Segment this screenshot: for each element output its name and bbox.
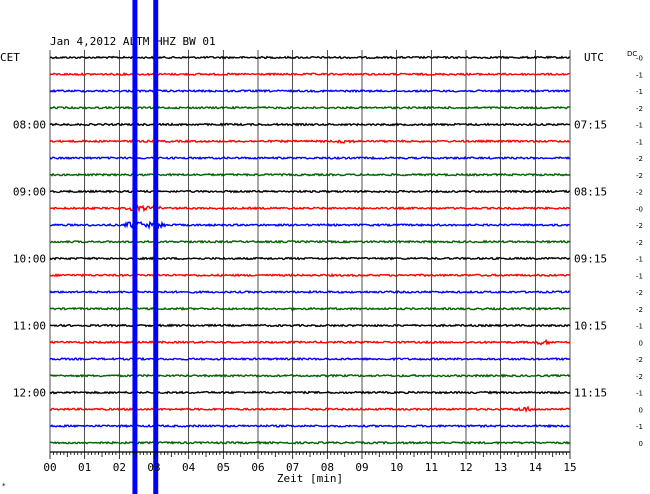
left-axis-label: CET [0,51,20,64]
seismic-trace [49,256,571,261]
x-tick-label: 11 [425,461,438,474]
x-tick-label: 05 [217,461,230,474]
x-axis-label: Zeit [min] [277,472,343,485]
x-tick-label: 10 [390,461,403,474]
dc-offset-label: -2 [636,289,643,297]
dc-offset-label: -2 [636,306,643,314]
dc-offset-label: 0 [639,339,643,347]
dc-offset-label: -2 [636,189,643,197]
seismic-trace [49,373,571,379]
seismic-trace [49,306,571,311]
dc-offset-label: -0 [636,205,643,213]
dc-offset-label: -2 [636,105,643,113]
right-time-label: 10:15 [574,320,607,333]
seismic-trace [49,338,571,346]
seismic-trace [49,55,571,60]
seismic-trace [49,356,571,362]
dc-offset-label: -1 [636,390,643,398]
seismic-trace [50,219,571,231]
dc-offset-label: -1 [636,138,643,146]
seismic-trace [49,202,571,213]
x-tick-label: 01 [78,461,91,474]
dc-offset-label: -0 [636,55,643,63]
dc-offset-label: -2 [636,155,643,163]
grid-lines [49,50,571,452]
x-tick-label: 07 [286,461,299,474]
seismic-trace [49,289,571,295]
left-time-label: 12:00 [13,387,46,400]
right-time-label: 08:15 [574,186,607,199]
seismic-trace [49,390,571,395]
seismic-trace [49,105,571,110]
dc-offset-label: -2 [636,373,643,381]
x-tick-label: 03 [147,461,160,474]
label-group: 00 01 02 03 04 05 06 07 08 09 10 11 12 13 14 1508:0009:… [13,55,643,475]
dc-offset-label: -1 [636,272,643,280]
dc-offset-label: -2 [636,222,643,230]
seismic-trace [49,423,571,429]
seismic-trace [49,72,571,77]
seismic-trace [49,189,571,194]
seismic-trace [49,405,571,414]
seismic-trace [49,273,571,278]
seismic-trace [49,122,571,127]
axis-group [49,451,571,459]
dc-offset-label: -1 [636,122,643,130]
x-tick-label: 04 [182,461,196,474]
left-time-label: 11:00 [13,320,46,333]
seismic-trace [49,239,571,244]
x-tick-label: 09 [355,461,368,474]
right-time-label: 11:15 [574,387,607,400]
x-tick-label: 14 [529,461,543,474]
seismic-trace [49,155,571,161]
dc-offset-label: -1 [636,88,643,96]
bottom-left-mark: * [2,482,6,490]
x-tick-label: 13 [494,461,507,474]
seismic-trace [49,323,571,328]
left-time-label: 10:00 [13,253,46,266]
x-tick-label: 08 [321,461,334,474]
right-time-label: 07:15 [574,119,607,132]
dc-offset-label: -1 [636,423,643,431]
dc-offset-label: -1 [636,323,643,331]
dc-offset-label: -1 [636,256,643,264]
dc-offset-label: -2 [636,356,643,364]
seismic-trace [49,88,571,94]
x-tick-label: 02 [113,461,126,474]
dc-offset-label: -2 [636,172,643,180]
seismic-trace [49,440,571,445]
left-time-label: 08:00 [13,119,46,132]
event-marker-group [132,0,159,494]
dc-offset-label: -1 [636,71,643,79]
dc-corner-label: DC [627,50,637,58]
dc-offset-label: 0 [639,406,643,414]
x-tick-label: 06 [251,461,264,474]
x-tick-label: 15 [563,461,576,474]
dc-offset-label: -2 [636,239,643,247]
seismic-trace [49,139,571,144]
dc-offset-label: 0 [639,440,643,448]
trace-group [49,55,571,445]
x-tick-label: 00 [43,461,56,474]
left-time-label: 09:00 [13,186,46,199]
right-time-label: 09:15 [574,253,607,266]
seismic-trace [49,172,571,177]
right-axis-label: UTC [584,51,604,64]
x-tick-label: 12 [459,461,472,474]
